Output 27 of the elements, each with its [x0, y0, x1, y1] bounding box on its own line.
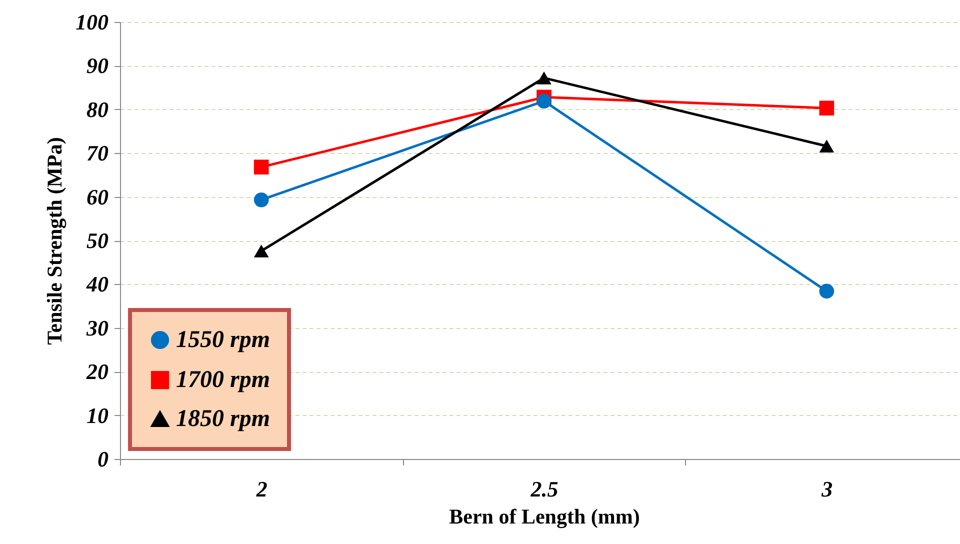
point	[819, 100, 834, 116]
y-tick-label: 100	[76, 10, 108, 34]
point	[536, 94, 552, 108]
point	[819, 140, 834, 153]
y-tick-label: 70	[86, 140, 108, 166]
x-tick-label: 3	[820, 476, 833, 502]
point	[254, 192, 269, 208]
y-tick-label: 80	[86, 96, 108, 122]
y-tick-label: 50	[86, 228, 108, 253]
y-tick-label: 10	[86, 402, 108, 428]
y-tick-label: 60	[86, 184, 108, 210]
point	[254, 160, 269, 174]
y-axis-title: Tensile Strength (MPa)	[42, 137, 66, 345]
point	[254, 244, 269, 258]
legend-label: 1700 rpm	[176, 367, 270, 393]
y-tick-label: 40	[86, 272, 108, 297]
y-tick-label: 20	[86, 359, 108, 384]
x-tick-label: 2.5	[530, 476, 558, 502]
legend-label: 1850 rpm	[176, 406, 270, 432]
y-tick-label: 90	[86, 53, 108, 78]
point	[819, 284, 834, 299]
y-tick-label: 0	[98, 446, 108, 472]
x-tick-label: 2	[255, 476, 268, 502]
y-tick-label: 30	[86, 315, 108, 340]
point	[536, 72, 552, 84]
legend-label: 1550 rpm	[176, 327, 270, 353]
x-axis-title: Bern of Length (mm)	[449, 504, 640, 528]
